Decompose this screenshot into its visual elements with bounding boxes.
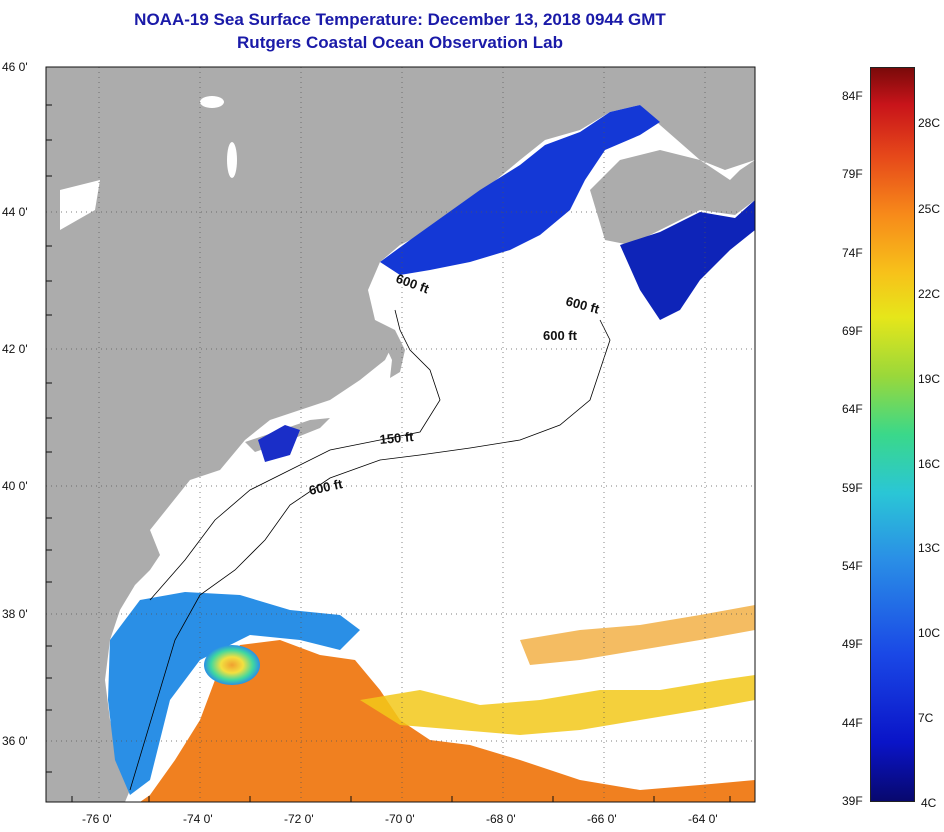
contour-label: 600 ft <box>308 476 345 498</box>
colorbar-f-label: 79F <box>842 167 863 181</box>
warm-filaments-east <box>520 605 755 665</box>
colorbar-c-label: 10C <box>918 626 941 640</box>
colorbar-f-label: 84F <box>842 89 863 103</box>
map-subtitle: Rutgers Coastal Ocean Observation Lab <box>237 33 563 52</box>
colorbar-c-label: 16C <box>918 457 941 471</box>
graticule <box>46 67 755 802</box>
colorbar-c-label: 25C <box>918 202 941 216</box>
land-nova-scotia <box>590 150 755 245</box>
cold-water-scotian-shelf <box>620 200 755 320</box>
lat-label: 42 0' <box>2 342 28 356</box>
lake <box>227 142 237 178</box>
contour-label: 150 ft <box>379 429 415 447</box>
cold-water-gulf-of-maine <box>380 105 660 275</box>
land-cape-cod <box>372 320 405 378</box>
axis-ticks <box>46 104 731 802</box>
warm-filaments <box>360 675 755 735</box>
map-frame <box>45 66 756 803</box>
lon-label: -72 0' <box>284 812 314 826</box>
lat-label: 38 0' <box>2 607 28 621</box>
cold-water-nearshore <box>258 425 300 462</box>
lat-label: 36 0' <box>2 734 28 748</box>
lon-label: -70 0' <box>385 812 415 826</box>
lon-label: -74 0' <box>183 812 213 826</box>
lon-label: -76 0' <box>82 812 112 826</box>
contour-600ft <box>129 319 611 791</box>
colorbar-f-label: 74F <box>842 246 863 260</box>
lon-label: -66 0' <box>587 812 617 826</box>
colorbar-f-label: 39F <box>842 794 863 808</box>
warm-core-eddy <box>204 645 260 685</box>
colorbar-f-label: 44F <box>842 716 863 730</box>
colorbar-c-label: 19C <box>918 372 941 386</box>
colorbar-c-label: 7C <box>918 711 934 725</box>
lat-label: 46 0' <box>2 60 28 74</box>
lat-label: 40 0' <box>2 479 28 493</box>
colorbar-c-label: 28C <box>918 116 941 130</box>
colorbar-c-label: 13C <box>918 541 941 555</box>
lake <box>200 96 224 108</box>
lat-label: 44 0' <box>2 205 28 219</box>
slope-water <box>108 592 360 795</box>
lake <box>60 180 100 230</box>
colorbar-f-label: 54F <box>842 559 863 573</box>
colorbar-f-label: 59F <box>842 481 863 495</box>
colorbar-f-label: 64F <box>842 402 863 416</box>
gulf-stream <box>140 640 755 802</box>
colorbar-c-label: 4C <box>921 796 937 810</box>
lon-label: -68 0' <box>486 812 516 826</box>
colorbar-c-label: 22C <box>918 287 941 301</box>
color-scale-bar <box>870 67 915 802</box>
map-title: NOAA-19 Sea Surface Temperature: Decembe… <box>134 10 666 29</box>
land-north-america <box>46 67 755 802</box>
lon-label: -64 0' <box>688 812 718 826</box>
contour-label: 600 ft <box>543 328 578 343</box>
colorbar-f-label: 49F <box>842 637 863 651</box>
colorbar-f-label: 69F <box>842 324 863 338</box>
contour-150ft <box>149 309 441 601</box>
